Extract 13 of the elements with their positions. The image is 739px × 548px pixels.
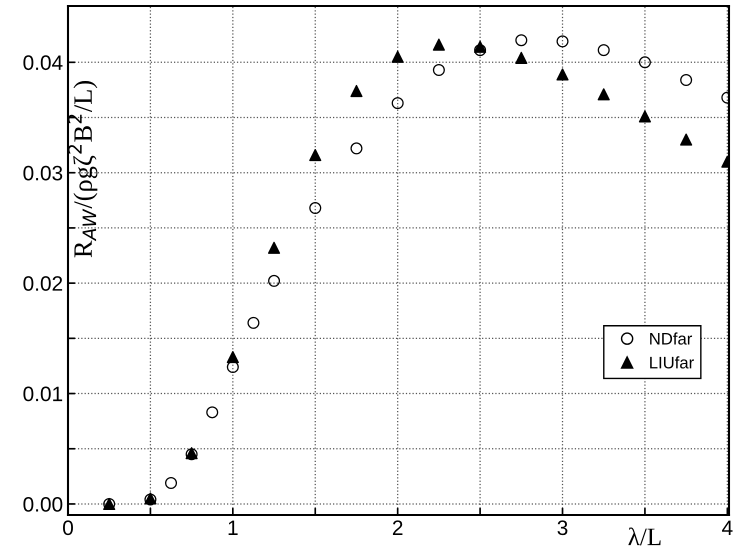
x-tick-label: 3 [558, 520, 568, 536]
x-tick-label: 4 [722, 520, 733, 535]
x-axis-title: λ/L [628, 527, 661, 546]
x-tick-label: 0 [63, 520, 73, 536]
legend-label: LIUfar [650, 356, 694, 369]
x-tick-label: 1 [228, 520, 238, 535]
y-tick-label: 0.02 [23, 276, 62, 291]
legend-label: NDfar [650, 332, 692, 345]
y-tick-label: 0.00 [23, 496, 62, 512]
y-tick-label: 0.03 [23, 166, 62, 180]
x-tick-label: 2 [392, 520, 402, 535]
y-tick-label: 0.01 [23, 386, 62, 402]
y-tick-label: 0.04 [23, 55, 63, 70]
